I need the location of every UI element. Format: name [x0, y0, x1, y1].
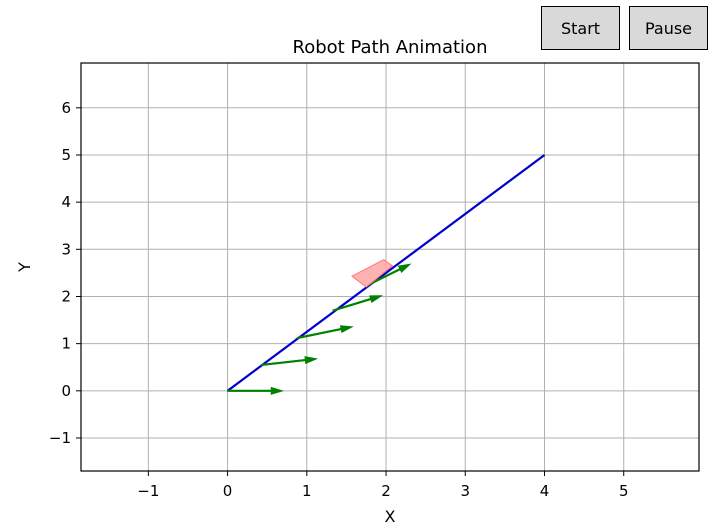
- y-tick-label: 1: [61, 335, 71, 353]
- heading-arrow: [228, 387, 283, 394]
- x-axis-label: X: [385, 507, 396, 526]
- x-tick-label: 0: [223, 482, 233, 500]
- ticks: −1 0 1 2 3 4 5 −1 0 1 2 3 4 5 6: [49, 99, 629, 500]
- x-tick-label: 4: [540, 482, 550, 500]
- y-tick-label: 0: [61, 382, 71, 400]
- y-tick-label: 5: [61, 146, 71, 164]
- x-tick-label: 1: [302, 482, 312, 500]
- y-tick-label: 2: [61, 287, 71, 305]
- x-tick-label: −1: [137, 482, 159, 500]
- y-tick-label: 4: [61, 193, 71, 211]
- x-tick-label: 2: [381, 482, 391, 500]
- x-tick-label: 3: [460, 482, 470, 500]
- chart-title: Robot Path Animation: [293, 37, 488, 58]
- y-tick-label: 3: [61, 240, 71, 258]
- y-axis-label: Y: [15, 262, 34, 273]
- heading-arrow: [333, 296, 382, 312]
- heading-arrow: [262, 356, 318, 365]
- y-tick-label: −1: [49, 429, 71, 447]
- y-tick-label: 6: [61, 99, 71, 117]
- x-tick-label: 5: [619, 482, 629, 500]
